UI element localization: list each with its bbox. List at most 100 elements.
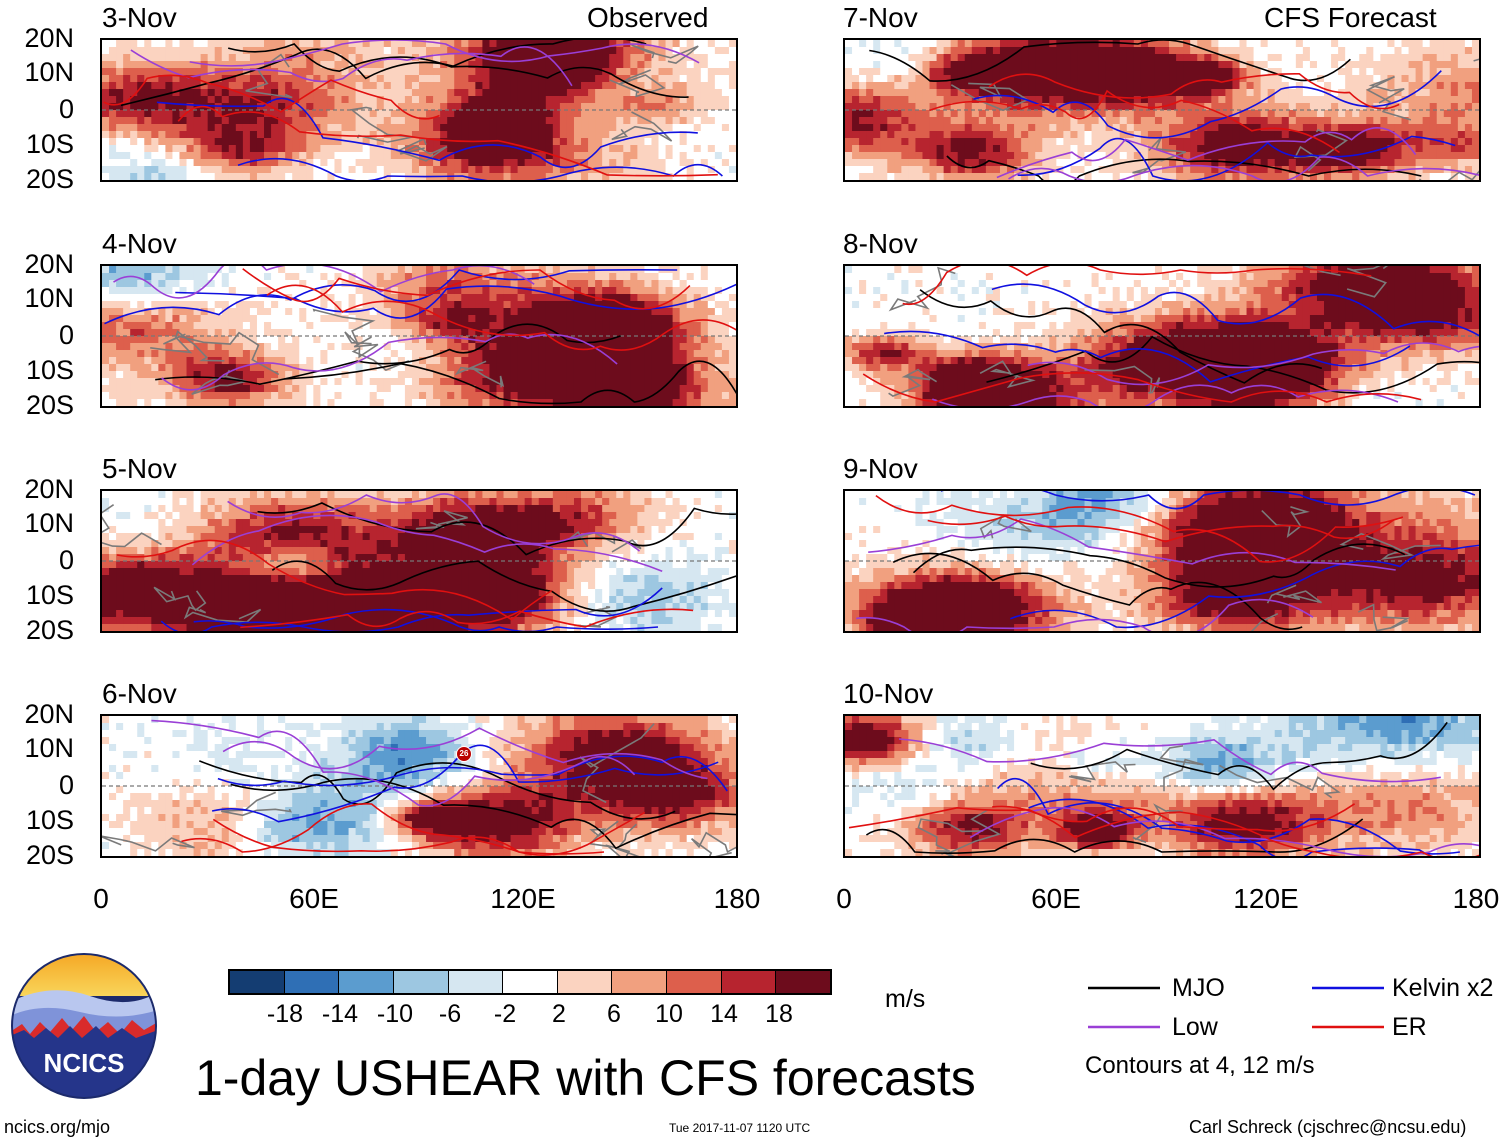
lat-label: 10S — [25, 805, 74, 835]
contour-mjo — [919, 289, 1323, 384]
legend-label-er: ER — [1392, 1013, 1427, 1041]
shear-field — [845, 266, 1479, 406]
contour-low — [868, 518, 1396, 571]
lat-label: 10S — [25, 355, 74, 385]
contour-er — [212, 811, 646, 856]
coastline — [183, 606, 262, 623]
lat-label: 0 — [58, 545, 74, 575]
lat-label: 20N — [24, 23, 74, 53]
colorbar-swatch — [776, 971, 831, 993]
contour-low — [856, 598, 1314, 631]
panel-tag-observed: Observed — [587, 2, 709, 33]
ncics-logo: NCICS — [10, 952, 158, 1100]
contour-mjo — [155, 323, 621, 386]
coastline — [1250, 612, 1279, 631]
colorbar-tick: 10 — [655, 1000, 683, 1028]
contour-low — [898, 738, 1441, 783]
footer-credit: Carl Schreck (cjschrec@ncsu.edu) — [1189, 1117, 1467, 1137]
logo-text: NCICS — [44, 1048, 125, 1078]
coastline — [888, 266, 956, 312]
contour-er — [992, 805, 1479, 856]
contour-er — [927, 515, 1394, 543]
coastline — [221, 791, 292, 817]
lat-label: 20N — [24, 474, 74, 504]
lon-label: 60E — [289, 883, 339, 914]
colorbar-tick: 14 — [710, 1000, 738, 1028]
contour-low — [996, 126, 1417, 179]
contour-low — [227, 493, 641, 552]
contour-kelvin — [217, 755, 728, 792]
contour-er — [848, 803, 1356, 832]
contour-low — [969, 806, 1479, 856]
shear-map — [843, 489, 1481, 633]
contour-kelvin — [104, 268, 678, 325]
contour-low — [222, 727, 708, 780]
colorbar-swatch — [393, 971, 449, 993]
coastline — [611, 111, 673, 142]
coastline — [888, 368, 938, 397]
coastline — [153, 586, 207, 612]
lat-label: 20S — [25, 615, 74, 645]
shear-map — [843, 38, 1481, 182]
lat-label: 20N — [24, 699, 74, 729]
ncics-logo-icon: NCICS — [11, 953, 157, 1099]
coastline — [1159, 745, 1204, 792]
shear-field — [845, 491, 1479, 631]
footer-url[interactable]: ncics.org/mjo — [4, 1117, 111, 1137]
colorbar-tick: -10 — [376, 1000, 414, 1028]
contour-low — [1008, 156, 1479, 180]
shear-field — [102, 266, 736, 406]
coastline — [579, 723, 655, 804]
panel-date: 10-Nov — [843, 678, 934, 709]
shear-map — [843, 264, 1481, 408]
contour-er — [875, 494, 1404, 563]
contour-mjo — [199, 760, 676, 820]
shear-map — [100, 264, 738, 408]
contour-kelvin — [997, 778, 1461, 855]
colorbar-swatch — [503, 971, 558, 993]
lat-label: 0 — [58, 94, 74, 124]
storm-marker: 26 — [456, 746, 472, 762]
colorbar-swatch — [557, 971, 613, 993]
colorbar-tick: -14 — [321, 1000, 359, 1028]
shear-map — [100, 38, 738, 182]
coastline — [615, 823, 640, 856]
colorbar-tick: -18 — [266, 1000, 304, 1028]
contour-low — [189, 40, 700, 67]
shear-field — [102, 716, 736, 856]
contour-kelvin — [973, 70, 1442, 139]
contour-low — [932, 384, 1399, 406]
coastline — [349, 106, 413, 143]
shear-map: 26 — [100, 714, 738, 858]
contour-er — [266, 284, 736, 351]
contour-kelvin — [991, 283, 1479, 337]
lat-label: 10N — [24, 733, 74, 763]
shear-field — [845, 716, 1479, 856]
contour-mjo — [227, 43, 689, 98]
panel-date: 5-Nov — [102, 453, 177, 484]
coastline — [1357, 603, 1411, 631]
lon-label: 120E — [1233, 883, 1299, 914]
contour-mjo — [865, 818, 1364, 854]
lon-label: 60E — [1031, 883, 1081, 914]
lat-label: 20N — [24, 249, 74, 279]
lat-label: 10N — [24, 57, 74, 87]
coastline — [566, 530, 642, 553]
contour-er — [242, 268, 691, 310]
panel-date: 4-Nov — [102, 228, 177, 259]
contour-kelvin — [160, 587, 663, 631]
legend-label-low: Low — [1172, 1013, 1218, 1041]
colorbar-tick: -6 — [438, 1000, 462, 1028]
panel-date: 6-Nov — [102, 678, 177, 709]
contour-mjo — [912, 543, 1406, 588]
coastline — [102, 504, 162, 548]
coastline — [312, 308, 376, 346]
colorbar-swatch — [721, 971, 777, 993]
legend-note: Contours at 4, 12 m/s — [1085, 1052, 1315, 1079]
coastline — [631, 44, 699, 64]
colorbar — [228, 969, 832, 995]
colorbar-tick: 18 — [765, 1000, 793, 1028]
colorbar-swatch — [667, 971, 722, 993]
footer-timestamp: Tue 2017-11-07 1120 UTC — [669, 1121, 811, 1135]
lon-label: 0 — [836, 883, 852, 914]
